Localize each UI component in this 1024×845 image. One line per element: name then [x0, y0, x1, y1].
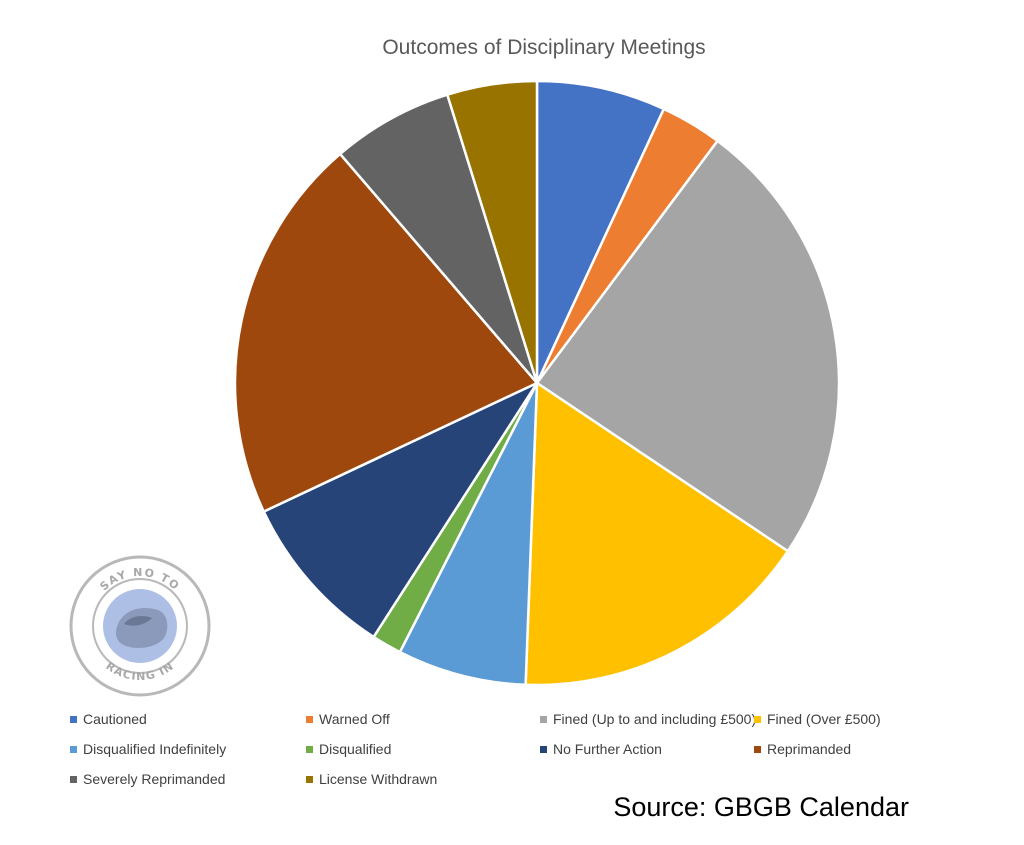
legend-item: Reprimanded	[754, 739, 851, 759]
legend-item: Warned Off	[306, 709, 390, 729]
pie-slice-disqualified-indefinitely	[398, 381, 539, 687]
pie-slice-no-further-action	[262, 381, 539, 639]
chart-title: Outcomes of Disciplinary Meetings	[382, 36, 706, 59]
legend-swatch	[70, 715, 77, 723]
source-note: Source: GBGB Calendar	[613, 792, 909, 822]
legend-swatch	[306, 745, 313, 753]
legend-label: Warned Off	[319, 711, 390, 727]
legend-swatch	[754, 745, 761, 753]
legend-item: Fined (Up to and including £500)	[540, 709, 756, 729]
legend-label: Reprimanded	[767, 741, 852, 757]
legend-item: Disqualified Indefinitely	[70, 739, 226, 759]
pie-slice-fined-over-500	[524, 381, 790, 687]
legend-item: Cautioned	[70, 709, 147, 729]
legend-swatch	[540, 715, 547, 723]
legend-label: License Withdrawn	[319, 771, 438, 787]
stamp-graphic: SAY NO TO RACING IN	[69, 555, 211, 697]
legend-label: Fined (Up to and including £500)	[553, 711, 757, 727]
pie-slice-reprimanded	[233, 152, 539, 513]
legend-swatch	[70, 745, 77, 753]
legend-swatch	[70, 775, 77, 783]
pie-slice-severely-reprimanded	[338, 93, 539, 385]
legend-item: License Withdrawn	[306, 769, 437, 789]
chart-legend: Cautioned Warned Off Fined (Up to and incl…	[70, 709, 950, 801]
legend-swatch	[306, 715, 313, 723]
legend-swatch	[540, 745, 547, 753]
legend-label: Fined (Over £500)	[767, 711, 881, 727]
legend-item: Severely Reprimanded	[70, 769, 225, 789]
pie-slice-fined-up-to-and-including-500	[535, 139, 841, 553]
legend-label: No Further Action	[553, 741, 662, 757]
legend-label: Cautioned	[83, 711, 147, 727]
legend-label: Disqualified	[319, 741, 392, 757]
campaign-stamp-logo: SAY NO TO RACING IN	[68, 554, 212, 698]
legend-label: Disqualified Indefinitely	[83, 741, 227, 757]
legend-label: Severely Reprimanded	[83, 771, 226, 787]
legend-item: No Further Action	[540, 739, 662, 759]
legend-swatch	[754, 715, 761, 723]
legend-swatch	[306, 775, 313, 783]
legend-item: Disqualified	[306, 739, 391, 759]
legend-item: Fined (Over £500)	[754, 709, 881, 729]
pie-slice-cautioned	[535, 79, 666, 385]
pie-slice-license-withdrawn	[446, 79, 539, 385]
